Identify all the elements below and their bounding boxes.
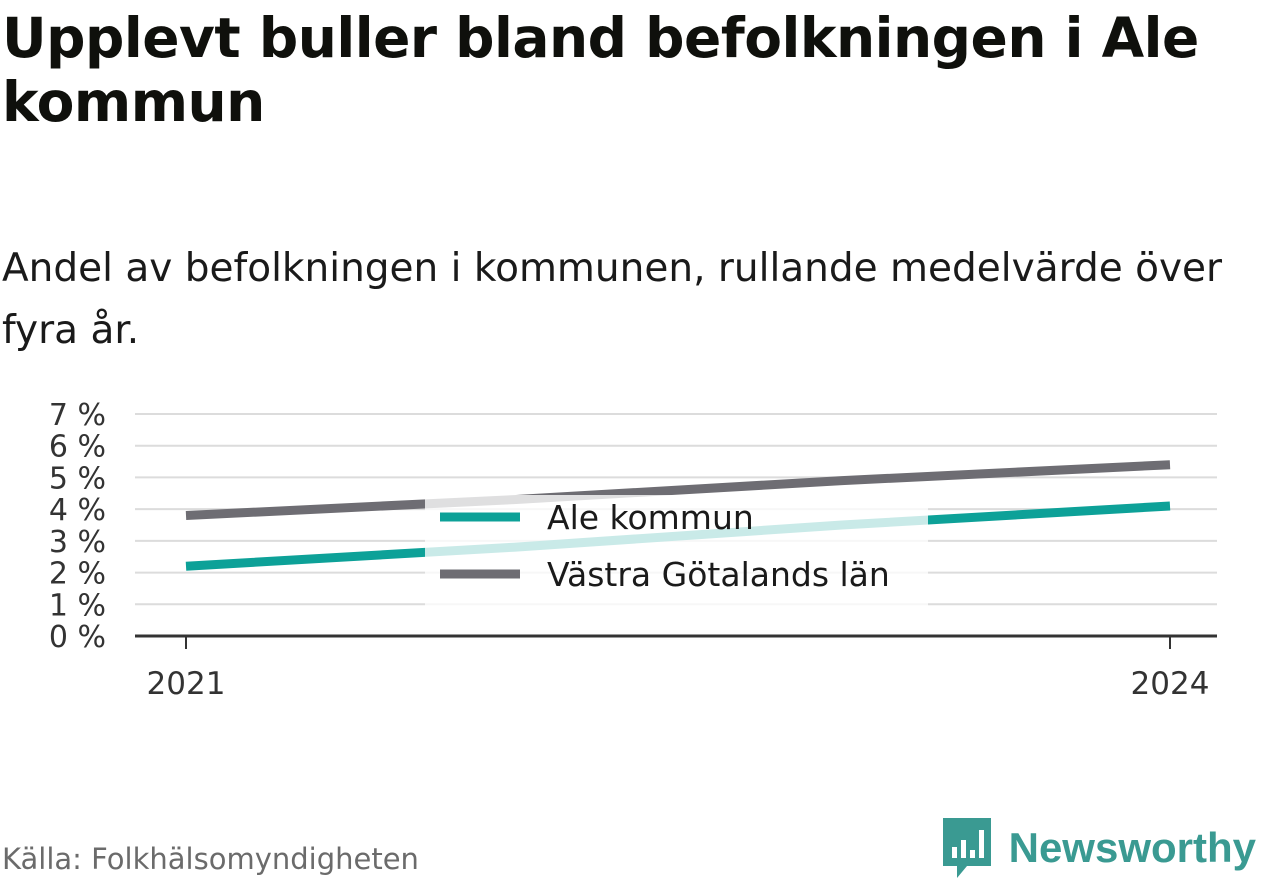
- legend: Ale kommun Västra Götalands län: [425, 495, 928, 607]
- y-tick-label: 0 %: [49, 620, 106, 655]
- y-tick-label: 3 %: [49, 525, 106, 560]
- chart-subtitle: Andel av befolkningen i kommunen, rullan…: [2, 246, 1223, 353]
- y-tick-label: 1 %: [49, 588, 106, 623]
- series-line-vastra-gotalands-lan: [185, 460, 1171, 520]
- y-tick-label: 2 %: [49, 557, 106, 592]
- source-note: Källa: Folkhälsomyndigheten: [2, 842, 419, 876]
- y-tick-label: 5 %: [49, 461, 106, 496]
- chart-title: Upplevt buller bland befolkningen i Ale …: [2, 6, 1199, 134]
- y-axis-ticks: 0 %1 %2 %3 %4 %5 %6 %7 %: [49, 398, 106, 655]
- legend-label: Ale kommun: [547, 498, 754, 537]
- legend-label: Västra Götalands län: [547, 555, 890, 594]
- x-tick-label: 2021: [147, 666, 226, 702]
- x-tick-label: 2024: [1131, 666, 1210, 702]
- y-tick-label: 7 %: [49, 398, 106, 433]
- y-tick-label: 4 %: [49, 493, 106, 528]
- bar-chart-speech-bubble-icon: [942, 818, 991, 878]
- x-axis-ticks: 2021 2024: [147, 636, 1210, 702]
- line-chart: 0 %1 %2 %3 %4 %5 %6 %7 % 2021 2024 Ale ko…: [49, 398, 1217, 702]
- brand-logo: Newsworthy: [942, 818, 1256, 878]
- brand-name: Newsworthy: [1008, 824, 1256, 871]
- y-tick-label: 6 %: [49, 430, 106, 465]
